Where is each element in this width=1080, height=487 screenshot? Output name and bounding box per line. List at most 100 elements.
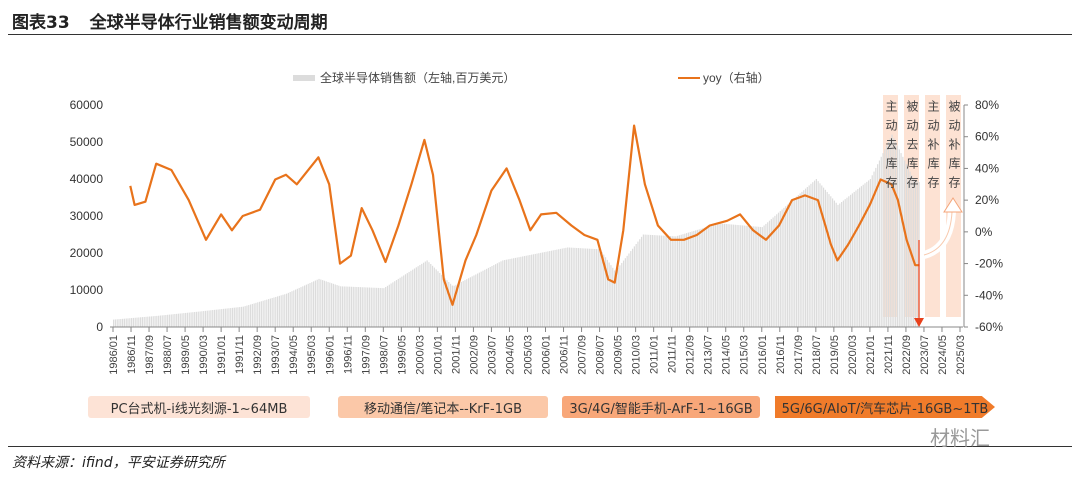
sales-bar <box>159 315 162 327</box>
sales-bar <box>192 312 194 327</box>
sales-bar <box>183 313 185 327</box>
sales-bar <box>810 183 812 327</box>
sales-bar <box>686 233 688 327</box>
sales-bar <box>504 260 506 327</box>
sales-bar <box>446 280 448 327</box>
sales-bar <box>239 307 241 327</box>
x-tick-label: 1998/07 <box>378 335 390 375</box>
sales-bar <box>803 190 805 327</box>
sales-bar <box>327 281 329 327</box>
sales-bar <box>765 223 767 327</box>
sales-bar <box>768 220 771 327</box>
sales-bar <box>880 156 882 327</box>
sales-bar <box>781 209 783 327</box>
cycle-label-active-restocking: 主动补库存 <box>926 100 940 195</box>
x-tick-label: 2014/05 <box>721 335 733 375</box>
sales-bar <box>188 312 190 327</box>
sales-bar <box>149 316 151 327</box>
sales-bar <box>264 300 266 327</box>
sales-bar <box>442 276 444 327</box>
left-tick-label: 0 <box>96 320 103 334</box>
sales-bar <box>662 235 664 327</box>
sales-bar <box>549 251 551 327</box>
sales-bar <box>696 229 699 327</box>
x-tick-label: 2006/01 <box>541 335 553 375</box>
sales-bar <box>722 223 724 327</box>
sales-bar <box>649 234 652 327</box>
sales-bar <box>783 207 785 327</box>
sales-bar <box>269 298 271 327</box>
sales-bar <box>660 235 663 327</box>
sales-bar <box>677 235 679 327</box>
sales-bar <box>412 269 414 327</box>
sales-bar <box>792 199 794 327</box>
sales-bar <box>385 286 387 327</box>
sales-bar <box>122 318 124 327</box>
sales-bar <box>718 223 720 327</box>
x-tick-label: 1997/09 <box>360 335 372 375</box>
sales-bar <box>131 318 133 327</box>
sales-bar <box>815 179 817 327</box>
sales-bar <box>208 310 210 327</box>
sales-bar <box>251 303 253 327</box>
x-tick-label: 1999/05 <box>396 335 408 375</box>
sales-bar <box>893 138 895 327</box>
sales-bar <box>860 186 863 327</box>
sales-bar <box>626 255 628 327</box>
sales-bar <box>615 270 617 327</box>
x-tick-label: 2004/05 <box>504 335 516 375</box>
sales-bar <box>287 292 289 327</box>
sales-bar <box>525 255 527 327</box>
sales-bar <box>329 282 331 327</box>
sales-bar <box>804 188 807 327</box>
sales-bar <box>882 153 884 327</box>
sales-bar <box>486 268 488 327</box>
x-tick-label: 2001/11 <box>450 335 462 374</box>
sales-bar <box>853 191 855 327</box>
x-tick-label: 1996/01 <box>324 335 336 375</box>
legend-bar-swatch <box>293 75 315 81</box>
sales-bar <box>475 274 477 327</box>
sales-bar <box>377 287 380 327</box>
sales-bar <box>507 259 509 327</box>
sales-bar <box>904 160 906 327</box>
cycle-label-active-destocking: 主动去库存 <box>884 100 898 195</box>
sales-bar <box>785 206 787 327</box>
sales-bar <box>621 262 623 327</box>
sales-bar <box>350 286 353 327</box>
sales-bar <box>421 263 423 327</box>
sales-bar <box>822 187 825 327</box>
sales-bar <box>866 181 868 327</box>
sales-bar <box>630 251 632 327</box>
sales-bar <box>702 228 704 327</box>
sales-bar <box>428 262 430 327</box>
recovery-arrow-outline <box>923 211 953 256</box>
sales-bar <box>586 248 589 327</box>
x-tick-label: 1996/11 <box>342 335 354 374</box>
x-tick-label: 2019/05 <box>829 335 841 375</box>
sales-bar <box>415 267 417 327</box>
sales-bar <box>788 203 790 327</box>
sales-bar <box>644 234 646 327</box>
sales-bar <box>862 184 864 327</box>
sales-bar <box>592 248 594 327</box>
x-tick-label: 1993/07 <box>270 335 282 375</box>
sales-bar <box>224 308 226 327</box>
sales-bar <box>449 283 452 327</box>
sales-bar <box>534 253 536 327</box>
down-arrow-head <box>914 318 924 327</box>
sales-bar <box>797 195 799 327</box>
sales-bar <box>249 304 252 327</box>
sales-bar <box>120 318 122 327</box>
sales-bar <box>457 283 459 327</box>
sales-bar <box>812 182 814 327</box>
sales-bar <box>716 223 718 327</box>
sales-bar <box>361 287 363 327</box>
x-tick-label: 2000/03 <box>414 335 426 375</box>
sales-bar <box>682 234 684 327</box>
sales-bar <box>653 235 655 327</box>
sales-bar <box>304 285 306 327</box>
sales-bar <box>900 153 902 327</box>
sales-bar <box>293 290 295 327</box>
sales-bar <box>118 319 120 327</box>
